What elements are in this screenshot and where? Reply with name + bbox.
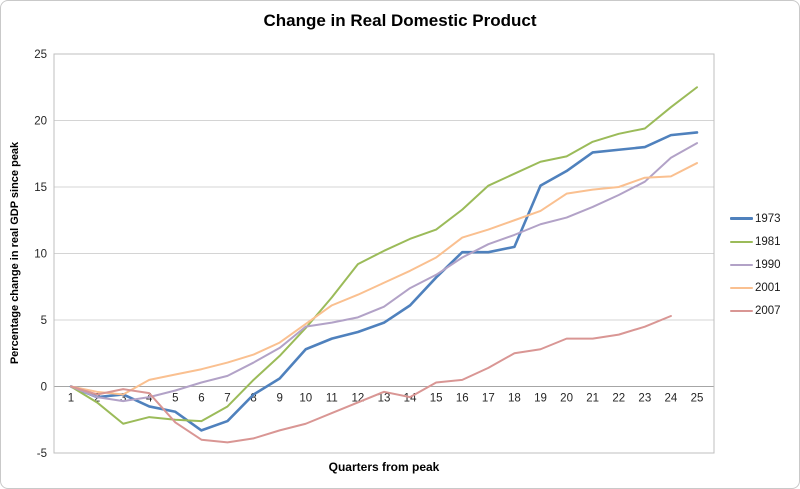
x-tick-label: 22	[612, 393, 625, 405]
legend-swatch-2001	[730, 286, 753, 289]
legend-swatch-2007	[730, 309, 753, 312]
x-tick-label: 5	[172, 393, 178, 405]
legend-label: 1990	[755, 258, 781, 271]
series-line-2001	[70, 162, 698, 396]
x-tick-label: 13	[378, 393, 391, 405]
x-tick-label: 15	[430, 393, 443, 405]
y-tick-label: 10	[34, 249, 47, 261]
x-tick-label: 18	[508, 393, 521, 405]
series-line-1990	[70, 142, 698, 403]
x-tick-label: 25	[691, 393, 704, 405]
x-tick-label: 4	[146, 393, 153, 405]
x-axis-title: Quarters from peak	[328, 460, 440, 474]
legend-item-1981: 1981	[730, 230, 781, 253]
legend-item-2001: 2001	[730, 276, 781, 299]
x-tick-label: 9	[276, 393, 282, 405]
legend-item-2007: 2007	[730, 299, 781, 322]
x-tick-label: 7	[224, 393, 230, 405]
plot-border	[53, 53, 715, 454]
x-tick-label: 1	[68, 393, 74, 405]
y-tick-label: -5	[37, 448, 47, 460]
x-tick-label: 11	[326, 393, 338, 405]
x-tick-label: 8	[250, 393, 256, 405]
series-line-2007	[70, 315, 672, 444]
legend-label: 2001	[755, 281, 781, 294]
legend-item-1973: 1973	[730, 207, 781, 230]
legend-swatch-1981	[730, 240, 753, 243]
x-tick-label: 17	[482, 393, 495, 405]
series-line-1973	[69, 131, 699, 432]
y-tick-label: 25	[34, 49, 47, 61]
legend-label: 1981	[755, 235, 781, 248]
legend-item-1990: 1990	[730, 253, 781, 276]
x-tick-label: 16	[456, 393, 469, 405]
legend-swatch-1973	[730, 217, 753, 220]
x-tick-label: 20	[560, 393, 573, 405]
x-tick-label: 23	[638, 393, 651, 405]
x-tick-label: 3	[120, 393, 126, 405]
legend-label: 2007	[755, 304, 781, 317]
legend-label: 1973	[755, 212, 781, 225]
chart-title: Change in Real Domestic Product	[263, 11, 537, 30]
y-tick-label: 5	[41, 315, 47, 327]
x-tick-label: 24	[665, 393, 678, 405]
x-tick-label: 2	[94, 393, 100, 405]
y-axis-title: Percentage change in real GDP since peak	[9, 141, 21, 365]
y-tick-label: 0	[41, 382, 47, 394]
x-tick-label: 6	[198, 393, 204, 405]
x-tick-label: 21	[586, 393, 599, 405]
series-line-1981	[70, 86, 698, 425]
legend-swatch-1990	[730, 263, 753, 266]
x-tick-label: 19	[534, 393, 547, 405]
y-tick-label: 15	[34, 182, 47, 194]
y-tick-label: 20	[34, 116, 47, 128]
legend: 1973 1981 1990 2001 2007	[730, 207, 781, 322]
x-tick-label: 10	[299, 393, 312, 405]
